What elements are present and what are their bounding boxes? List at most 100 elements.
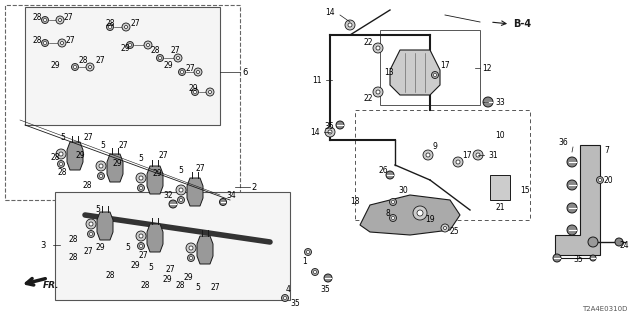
Polygon shape xyxy=(67,142,83,170)
Circle shape xyxy=(147,44,150,46)
Text: 26: 26 xyxy=(378,165,388,174)
Circle shape xyxy=(453,157,463,167)
Circle shape xyxy=(567,225,577,235)
Text: 27: 27 xyxy=(83,132,93,141)
Text: 2: 2 xyxy=(251,182,256,191)
Circle shape xyxy=(99,174,102,178)
Text: 18: 18 xyxy=(350,197,360,206)
Text: 29: 29 xyxy=(152,169,162,178)
Polygon shape xyxy=(555,145,600,255)
Text: 6: 6 xyxy=(242,68,248,76)
Circle shape xyxy=(345,20,355,30)
Circle shape xyxy=(433,74,436,76)
Text: 27: 27 xyxy=(138,251,148,260)
Circle shape xyxy=(413,206,427,220)
Circle shape xyxy=(590,255,596,261)
Bar xyxy=(380,30,480,105)
Circle shape xyxy=(189,246,193,250)
Text: B-4: B-4 xyxy=(513,19,531,29)
Circle shape xyxy=(56,149,66,159)
Circle shape xyxy=(431,71,438,78)
Circle shape xyxy=(284,297,287,300)
Circle shape xyxy=(88,230,95,237)
Circle shape xyxy=(42,17,49,23)
Text: 5: 5 xyxy=(138,154,143,163)
Circle shape xyxy=(127,42,134,49)
Text: 24: 24 xyxy=(620,241,630,250)
Text: 25: 25 xyxy=(449,228,459,236)
Text: 28: 28 xyxy=(50,153,60,162)
Polygon shape xyxy=(360,195,460,235)
Text: 3: 3 xyxy=(40,241,45,250)
Text: 29: 29 xyxy=(50,60,60,69)
Bar xyxy=(5,5,240,200)
Text: 27: 27 xyxy=(170,45,180,54)
Circle shape xyxy=(89,222,93,226)
Text: 34: 34 xyxy=(226,190,236,199)
Text: 35: 35 xyxy=(573,255,583,265)
Circle shape xyxy=(58,39,66,47)
Text: 10: 10 xyxy=(495,131,504,140)
Circle shape xyxy=(348,23,352,27)
Circle shape xyxy=(72,63,79,70)
Text: 17: 17 xyxy=(440,60,450,69)
Circle shape xyxy=(312,268,319,276)
Polygon shape xyxy=(490,175,510,200)
Circle shape xyxy=(324,274,332,282)
Circle shape xyxy=(196,70,200,74)
Text: 36: 36 xyxy=(558,138,568,147)
Circle shape xyxy=(567,203,577,213)
Circle shape xyxy=(86,63,94,71)
Circle shape xyxy=(373,87,383,97)
Text: FR.: FR. xyxy=(43,281,60,290)
Circle shape xyxy=(376,90,380,94)
Text: 32: 32 xyxy=(163,190,173,199)
Circle shape xyxy=(423,150,433,160)
Text: 28: 28 xyxy=(150,45,159,54)
Circle shape xyxy=(553,254,561,262)
Text: 4: 4 xyxy=(285,285,291,294)
Text: 22: 22 xyxy=(363,37,372,46)
Text: 31: 31 xyxy=(488,150,498,159)
Circle shape xyxy=(282,294,289,301)
Text: 27: 27 xyxy=(63,12,72,21)
Circle shape xyxy=(426,153,430,157)
Polygon shape xyxy=(107,154,123,182)
Circle shape xyxy=(441,224,449,232)
Circle shape xyxy=(328,130,332,134)
Circle shape xyxy=(60,163,63,165)
Circle shape xyxy=(567,180,577,190)
Text: 27: 27 xyxy=(158,150,168,159)
Circle shape xyxy=(588,237,598,247)
Polygon shape xyxy=(197,236,213,264)
Circle shape xyxy=(97,172,104,180)
Text: 1: 1 xyxy=(303,258,307,267)
Text: 29: 29 xyxy=(188,84,198,92)
Text: 29: 29 xyxy=(130,260,140,269)
Text: 29: 29 xyxy=(163,60,173,69)
Polygon shape xyxy=(97,212,113,240)
Text: 28: 28 xyxy=(82,180,92,189)
Text: 15: 15 xyxy=(520,186,530,195)
Circle shape xyxy=(139,176,143,180)
Circle shape xyxy=(194,68,202,76)
Text: 29: 29 xyxy=(162,276,172,284)
Circle shape xyxy=(615,238,623,246)
Circle shape xyxy=(390,198,397,205)
Bar xyxy=(355,110,530,220)
Text: 14: 14 xyxy=(310,127,319,137)
Text: 29: 29 xyxy=(112,158,122,167)
Bar xyxy=(55,192,290,300)
Circle shape xyxy=(140,187,143,189)
Circle shape xyxy=(483,97,493,107)
Circle shape xyxy=(44,42,47,44)
Circle shape xyxy=(136,173,146,183)
Circle shape xyxy=(42,39,49,46)
Text: 11: 11 xyxy=(312,76,321,84)
Circle shape xyxy=(106,23,113,30)
Circle shape xyxy=(567,157,577,167)
Text: 13: 13 xyxy=(384,68,394,76)
Circle shape xyxy=(139,234,143,238)
Circle shape xyxy=(473,150,483,160)
Text: 29: 29 xyxy=(120,44,130,52)
